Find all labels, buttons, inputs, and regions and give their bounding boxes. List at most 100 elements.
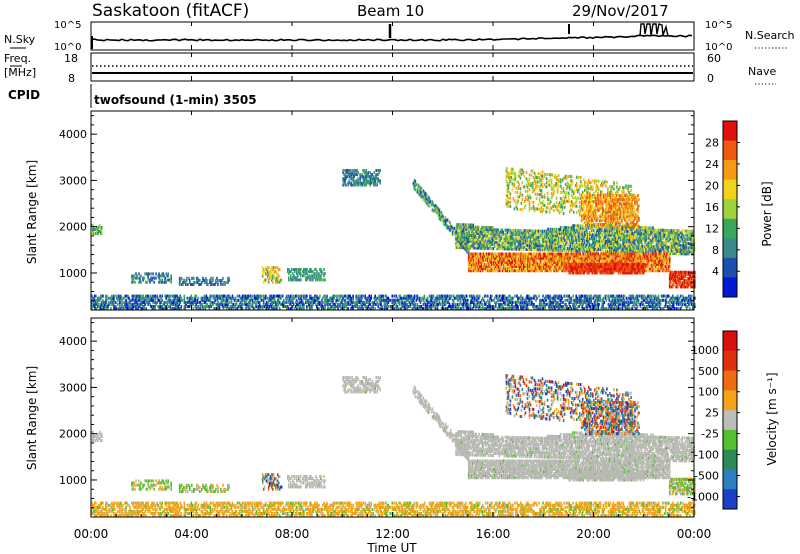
power-cell	[479, 300, 482, 304]
power-cell	[659, 241, 661, 245]
power-cell	[644, 230, 646, 234]
power-cell	[121, 302, 123, 306]
power-cell	[659, 245, 661, 249]
power-cell	[362, 307, 364, 311]
power-cell	[395, 298, 398, 302]
power-cell	[489, 296, 491, 300]
power-cell	[621, 244, 623, 248]
power-cell	[665, 296, 668, 300]
power-cell	[520, 302, 522, 306]
power-cell	[141, 300, 143, 304]
power-cell	[205, 276, 207, 280]
power-cell	[568, 300, 570, 304]
power-cell	[548, 246, 551, 250]
power-cell	[167, 278, 169, 282]
power-cell	[604, 241, 606, 245]
power-cell	[522, 229, 525, 233]
power-cell	[354, 302, 356, 306]
power-cell	[298, 296, 300, 300]
power-cell	[184, 278, 186, 282]
power-cell	[557, 228, 560, 231]
power-cell	[143, 300, 145, 304]
power-cell	[632, 250, 634, 254]
power-cell	[692, 302, 694, 306]
power-cell	[545, 242, 548, 246]
power-cell	[482, 236, 484, 240]
power-cell	[663, 233, 665, 236]
power-cell	[203, 296, 206, 300]
power-cell	[473, 236, 475, 240]
power-cell	[139, 296, 141, 300]
power-cell	[502, 236, 505, 240]
power-cell	[397, 300, 400, 304]
power-cell	[516, 245, 519, 249]
power-cell	[438, 208, 441, 212]
power-cell	[547, 227, 550, 231]
power-cell	[178, 276, 181, 280]
power-cell	[276, 294, 279, 298]
power-cell	[526, 307, 528, 311]
power-cell	[464, 302, 467, 306]
power-cell	[374, 296, 376, 300]
power-cell	[611, 300, 614, 304]
power-cell	[374, 183, 376, 187]
power-cell	[264, 268, 267, 272]
power-cell	[314, 276, 316, 280]
power-cell	[668, 233, 670, 237]
power-cell	[599, 239, 601, 243]
power-cell	[159, 305, 161, 308]
power-cell	[504, 300, 506, 304]
power-cell	[552, 244, 555, 248]
power-cell	[621, 300, 624, 304]
power-cell	[553, 242, 556, 246]
power-cell	[626, 229, 628, 233]
power-cell	[541, 235, 544, 239]
power-cell	[547, 244, 550, 248]
power-cell	[566, 236, 569, 240]
power-cell	[204, 281, 206, 284]
power-cell	[581, 307, 583, 311]
power-cell	[369, 298, 371, 302]
power-cell	[391, 300, 394, 304]
power-cell	[591, 305, 594, 308]
power-cell	[199, 300, 202, 304]
power-cell	[520, 298, 522, 302]
power-cell	[653, 239, 655, 242]
power-cell	[603, 243, 605, 247]
power-cell	[634, 242, 636, 246]
power-cell	[285, 305, 287, 308]
power-cell	[541, 248, 544, 252]
power-cell	[591, 302, 594, 306]
power-cell	[487, 305, 489, 308]
power-cell	[479, 236, 481, 240]
power-cell	[493, 307, 495, 311]
power-cell	[594, 224, 596, 228]
power-cell	[436, 210, 439, 214]
power-cell	[99, 307, 101, 311]
power-cell	[232, 307, 235, 311]
power-cell	[306, 276, 308, 280]
power-cell	[659, 300, 662, 304]
power-cell	[543, 300, 545, 304]
power-cell	[642, 226, 644, 230]
power-cell	[512, 230, 515, 234]
power-cell	[267, 278, 270, 282]
power-cell	[601, 302, 604, 306]
power-cell	[629, 225, 631, 229]
power-cell	[646, 226, 648, 230]
power-cell	[134, 302, 136, 306]
power-cell	[520, 229, 523, 233]
power-cell	[498, 243, 501, 247]
power-cell	[479, 230, 481, 233]
power-cell	[228, 278, 230, 282]
power-cell	[344, 305, 346, 308]
power-cell	[221, 296, 224, 300]
power-cell	[518, 231, 521, 235]
power-cell	[507, 235, 510, 238]
power-cell	[506, 241, 509, 245]
power-cell	[638, 232, 640, 236]
power-cell	[568, 238, 571, 242]
power-cell	[580, 241, 583, 245]
power-cell	[96, 230, 98, 234]
power-cell	[299, 305, 301, 308]
